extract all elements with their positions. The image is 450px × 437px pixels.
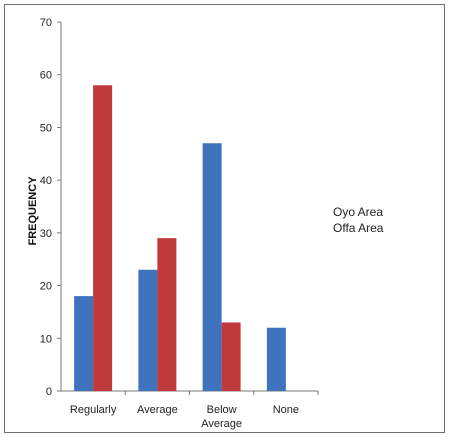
bar	[202, 143, 222, 391]
y-axis-ticks: 0 10 20 30 40 50 60 70	[40, 17, 61, 398]
legend-entry: Offa Area	[333, 221, 384, 235]
legend-entry: Oyo Area	[333, 205, 383, 219]
y-tick-label: 20	[40, 281, 52, 293]
x-tick-label: None	[273, 404, 299, 416]
x-axis-labels: Regularly Average Below Average None	[70, 391, 319, 430]
x-tick-label: Regularly	[70, 404, 117, 416]
plot-area	[60, 22, 318, 392]
y-tick-label: 0	[46, 386, 52, 398]
bar	[93, 85, 113, 391]
bar	[138, 269, 158, 391]
y-tick-label: 30	[40, 228, 52, 240]
bar	[221, 322, 241, 391]
y-tick-label: 70	[40, 17, 52, 29]
x-tick-label: Below Average	[201, 404, 242, 430]
y-tick-label: 40	[40, 175, 52, 187]
y-tick-label: 10	[40, 333, 52, 345]
bar	[266, 327, 286, 391]
legend: Oyo Area Offa Area	[333, 205, 384, 235]
bar	[157, 238, 177, 391]
y-axis-title: FREQUENCY	[27, 176, 39, 246]
y-tick-label: 60	[40, 70, 52, 82]
x-tick-label: Average	[137, 404, 178, 416]
y-tick-label: 50	[40, 122, 52, 134]
bar	[74, 296, 94, 391]
